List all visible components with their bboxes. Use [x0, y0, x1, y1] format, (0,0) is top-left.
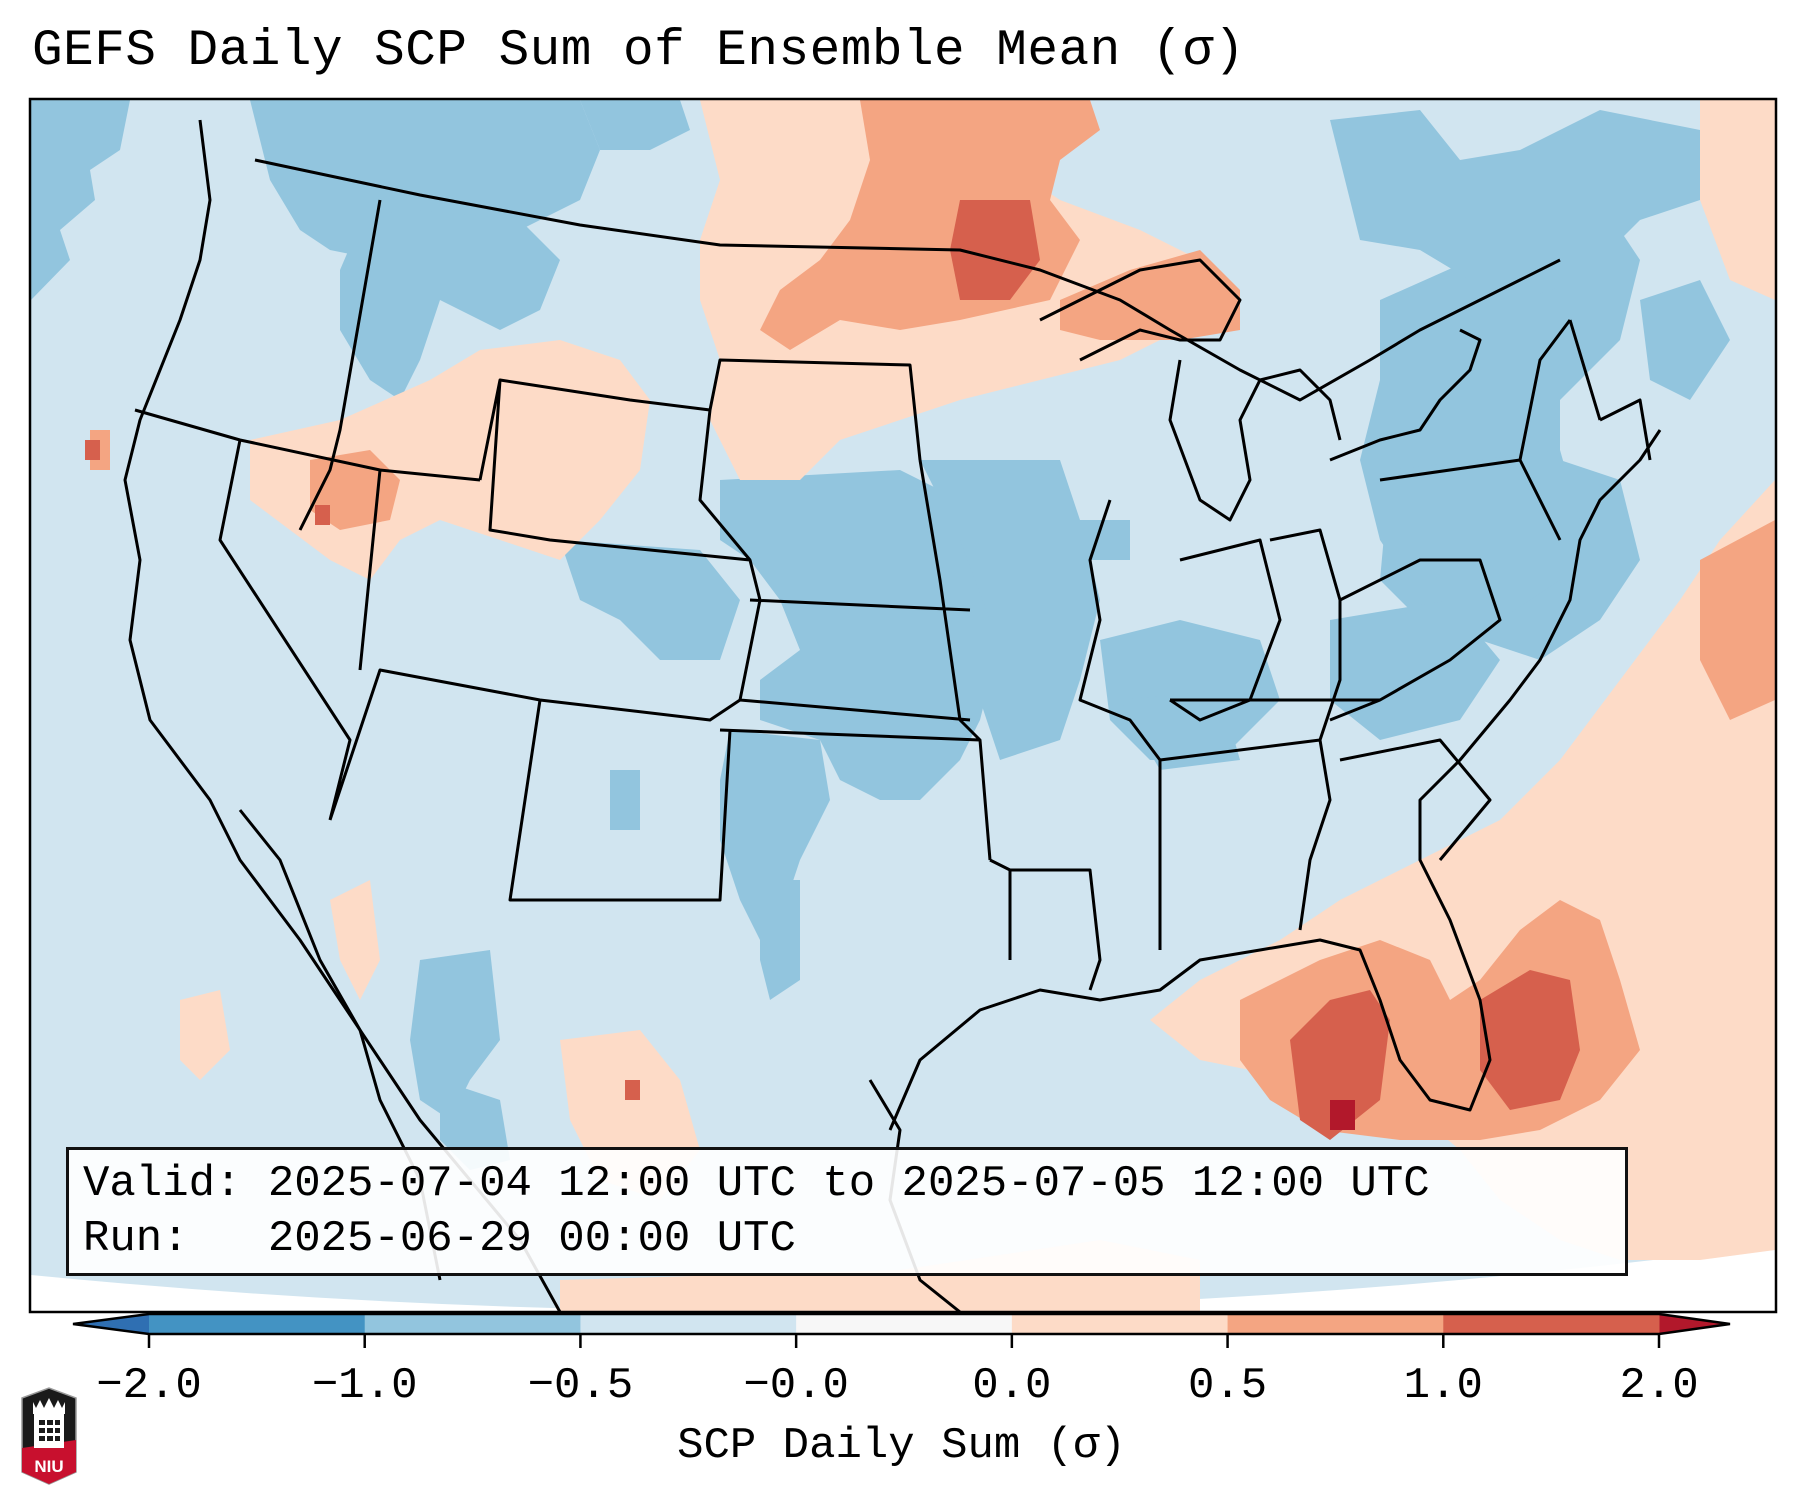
- colorbar-label: SCP Daily Sum (σ): [677, 1421, 1126, 1471]
- patch-baja-pos: [330, 880, 380, 1000]
- patch-lake-superior: [1060, 250, 1240, 340]
- valid-label: Valid:: [83, 1159, 242, 1209]
- patch-atlantic-mod: [1700, 520, 1775, 720]
- colorbar-bin: [364, 1314, 581, 1334]
- colorbar-tick-label: 0.5: [1187, 1361, 1268, 1411]
- patch-iowa-missouri: [920, 460, 1100, 760]
- info-box: Valid: 2025-07-04 12:00 UTC to 2025-07-0…: [66, 1147, 1628, 1276]
- patch-idaho: [340, 200, 440, 400]
- colorbar-tick-label: 2.0: [1619, 1361, 1699, 1411]
- patch-gulf-peak: [1330, 1100, 1355, 1130]
- run-label: Run:: [83, 1214, 189, 1264]
- logo-text: NIU: [34, 1457, 63, 1476]
- colorbar-tick-label: −0.0: [743, 1361, 849, 1411]
- niu-logo: NIU: [21, 1387, 77, 1485]
- colorbar-tick-label: 0.0: [972, 1361, 1052, 1411]
- patch-mexico-strong: [625, 1080, 640, 1100]
- patch-tennessee: [1120, 690, 1240, 770]
- valid-line: Valid: 2025-07-04 12:00 UTC to 2025-07-0…: [83, 1158, 1430, 1210]
- boundaries: [123, 119, 1662, 1311]
- map-area: [31, 100, 1775, 1311]
- patch-eastern-gulf: [1290, 990, 1390, 1140]
- patch-colorado: [560, 540, 740, 660]
- patch-sask: [580, 100, 690, 150]
- patch-ne-coast: [1700, 100, 1775, 300]
- patch-oklahoma: [720, 730, 830, 940]
- run-value: 2025-06-29 00:00 UTC: [267, 1214, 796, 1264]
- colorbar-tick-label: 1.0: [1403, 1361, 1483, 1411]
- patch-nevada-strong: [315, 505, 330, 525]
- patch-texas-central: [760, 880, 800, 1000]
- positive-strong-patches: [85, 200, 1580, 1140]
- logo-red-band: [22, 1440, 76, 1484]
- us-canada-border: [254, 158, 1561, 402]
- chart-title: GEFS Daily SCP Sum of Ensemble Mean (σ): [32, 23, 1246, 80]
- colorbar-tick-label: −0.5: [527, 1361, 634, 1411]
- pacific-coast: [123, 119, 562, 1311]
- patch-new-mexico: [610, 770, 640, 830]
- patch-mexico-pacific: [180, 990, 230, 1080]
- colorbar-bin: [1443, 1314, 1660, 1334]
- patch-manitoba-core: [950, 200, 1040, 300]
- patch-virginia: [1330, 600, 1500, 740]
- logo-battlements: [33, 1398, 65, 1414]
- patch-pnw-offshore: [31, 100, 130, 300]
- patch-wisconsin: [1070, 520, 1130, 560]
- patch-pennsylvania: [1380, 450, 1580, 620]
- great-lakes-coast: [1039, 258, 1482, 522]
- logo-windows: [39, 1420, 60, 1441]
- projection-edge: [31, 1245, 1775, 1311]
- valid-value: 2025-07-04 12:00 UTC to 2025-07-05 12:00…: [267, 1159, 1430, 1209]
- patch-bahamas: [1480, 970, 1580, 1110]
- colorbar-extend-over: [1659, 1314, 1730, 1334]
- state-lines-west: [134, 199, 992, 902]
- colorbar-bin: [149, 1314, 366, 1334]
- colorbar-bin: [1011, 1314, 1229, 1334]
- patch-mexico-sierra: [410, 950, 500, 1120]
- colorbar-bin: [1227, 1314, 1444, 1334]
- patch-atlantic-ne: [1640, 280, 1730, 400]
- colorbar-bin: [796, 1314, 1013, 1334]
- run-line: Run: 2025-06-29 00:00 UTC: [83, 1213, 796, 1265]
- colorbar-tick-label: −1.0: [311, 1361, 418, 1411]
- colorbar-extend-under: [73, 1314, 149, 1334]
- colorbar-bin: [580, 1314, 797, 1334]
- patch-quebec: [1330, 110, 1700, 300]
- colorbar-tick-label: −2.0: [96, 1361, 202, 1411]
- state-lines-northeast: [1518, 319, 1652, 461]
- colorbar: [72, 1312, 1731, 1348]
- map-frame: [28, 97, 1778, 1314]
- patch-ca-coast-strong: [85, 440, 100, 460]
